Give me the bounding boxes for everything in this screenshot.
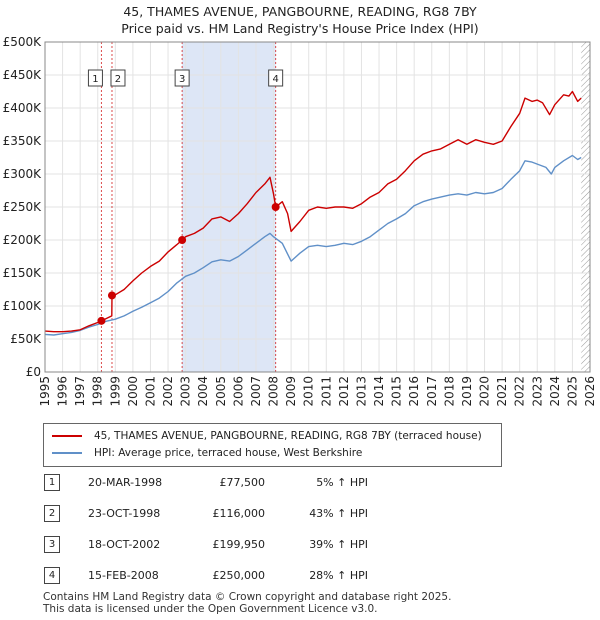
- sale-label-number: 3: [179, 74, 185, 85]
- x-tick-label: 2014: [372, 376, 386, 407]
- x-tick-label: 2003: [179, 376, 193, 407]
- x-tick-label: 2004: [196, 376, 210, 407]
- sale-label-number: 4: [272, 74, 278, 85]
- x-tick-label: 2002: [161, 376, 175, 407]
- sale-number: 1: [44, 474, 60, 491]
- x-tick-label: 2012: [337, 376, 351, 407]
- y-tick-label: £300K: [3, 167, 43, 181]
- sale-price: £116,000: [212, 507, 266, 520]
- x-tick-label: 2010: [302, 376, 316, 407]
- chart-subtitle: Price paid vs. HM Land Registry's House …: [121, 21, 479, 36]
- x-tick-label: 2026: [583, 376, 597, 407]
- sale-hpi-diff: 43% ↑ HPI: [309, 507, 368, 520]
- plot-border: [44, 41, 591, 373]
- x-tick-label: 2021: [495, 376, 509, 407]
- legend-label-hpi: HPI: Average price, terraced house, West…: [94, 447, 363, 459]
- x-tick-label: 2015: [390, 376, 404, 407]
- y-tick-label: £350K: [3, 134, 43, 148]
- x-tick-label: 2008: [267, 376, 281, 407]
- sale-label-box: [87, 69, 103, 87]
- property-price-line: [44, 90, 582, 333]
- sale-point: [97, 316, 106, 325]
- sale-label-box: [110, 69, 126, 87]
- sale-row: 3 18-OCT-2002 £199,950 39% ↑ HPI: [43, 535, 563, 555]
- x-tick-label: 2024: [548, 376, 562, 407]
- sale-number: 3: [44, 536, 60, 553]
- x-tick-label: 2016: [407, 376, 421, 407]
- sale-number: 4: [44, 567, 60, 584]
- sale-row: 2 23-OCT-1998 £116,000 43% ↑ HPI: [43, 504, 563, 524]
- y-tick-label: £150K: [3, 266, 43, 280]
- sale-point: [107, 291, 116, 300]
- sale-point: [271, 203, 280, 211]
- sale-price: £199,950: [212, 538, 266, 551]
- y-tick-label: £400K: [3, 101, 43, 115]
- x-tick-label: 2011: [319, 376, 333, 407]
- x-tick-label: 2023: [530, 376, 544, 407]
- sale-price: £77,500: [219, 476, 266, 489]
- x-tick-label: 2001: [143, 376, 157, 407]
- x-tick-label: 2009: [284, 376, 298, 407]
- legend-label-property: 45, THAMES AVENUE, PANGBOURNE, READING, …: [94, 430, 482, 442]
- legend-swatch-property: [52, 435, 82, 437]
- y-tick-label: £0: [26, 365, 41, 379]
- x-tick-label: 1999: [108, 376, 122, 407]
- sale-hpi-diff: 28% ↑ HPI: [309, 569, 368, 582]
- y-tick-label: £200K: [3, 233, 43, 247]
- sale-label-number: 1: [92, 74, 98, 85]
- x-tick-label: 2000: [126, 376, 140, 407]
- x-tick-label: 2013: [354, 376, 368, 407]
- sale-date: 18-OCT-2002: [88, 538, 161, 551]
- x-tick-label: 2019: [460, 376, 474, 407]
- legend-swatch-hpi: [52, 452, 82, 454]
- y-tick-label: £50K: [10, 332, 42, 346]
- x-tick-label: 1995: [38, 376, 52, 407]
- x-tick-label: 2007: [249, 376, 263, 407]
- x-tick-label: 1996: [56, 376, 70, 407]
- sale-point: [178, 236, 187, 245]
- x-tick-label: 2017: [425, 376, 439, 407]
- sale-hpi-diff: 5% ↑ HPI: [316, 476, 368, 489]
- footer-copyright: Contains HM Land Registry data © Crown c…: [43, 591, 452, 603]
- sale-price: £250,000: [212, 569, 266, 582]
- sale-row: 1 20-MAR-1998 £77,500 5% ↑ HPI: [43, 473, 563, 493]
- chart-title: 45, THAMES AVENUE, PANGBOURNE, READING, …: [123, 4, 477, 19]
- hpi-line: [44, 154, 582, 336]
- x-tick-label: 2020: [478, 376, 492, 407]
- chart-legend: 45, THAMES AVENUE, PANGBOURNE, READING, …: [43, 423, 502, 467]
- y-tick-label: £250K: [3, 200, 43, 214]
- x-tick-label: 2025: [565, 376, 579, 407]
- sale-label-box: [268, 69, 284, 87]
- sale-date: 20-MAR-1998: [88, 476, 163, 489]
- sale-date: 23-OCT-1998: [88, 507, 161, 520]
- x-tick-label: 2006: [231, 376, 245, 407]
- y-tick-label: £100K: [3, 299, 43, 313]
- legend-item-hpi: HPI: Average price, terraced house, West…: [52, 445, 362, 461]
- x-tick-label: 2005: [214, 376, 228, 407]
- sale-hpi-diff: 39% ↑ HPI: [309, 538, 368, 551]
- x-tick-label: 1997: [73, 376, 87, 407]
- sale-number: 2: [44, 505, 60, 522]
- x-tick-label: 2018: [442, 376, 456, 407]
- price-chart: £0 £50K £100K £150K £200K £250K £300K £350K £400…: [3, 35, 597, 407]
- y-tick-label: £500K: [3, 35, 43, 49]
- sale-date: 15-FEB-2008: [88, 569, 159, 582]
- x-tick-label: 1998: [91, 376, 105, 407]
- legend-item-property: 45, THAMES AVENUE, PANGBOURNE, READING, …: [52, 428, 482, 444]
- sale-label-box: [174, 69, 190, 87]
- x-tick-label: 2022: [513, 376, 527, 407]
- sale-row: 4 15-FEB-2008 £250,000 28% ↑ HPI: [43, 566, 563, 586]
- y-tick-label: £450K: [3, 68, 43, 82]
- footer-licence: This data is licensed under the Open Gov…: [43, 603, 378, 615]
- sale-label-number: 2: [115, 74, 121, 85]
